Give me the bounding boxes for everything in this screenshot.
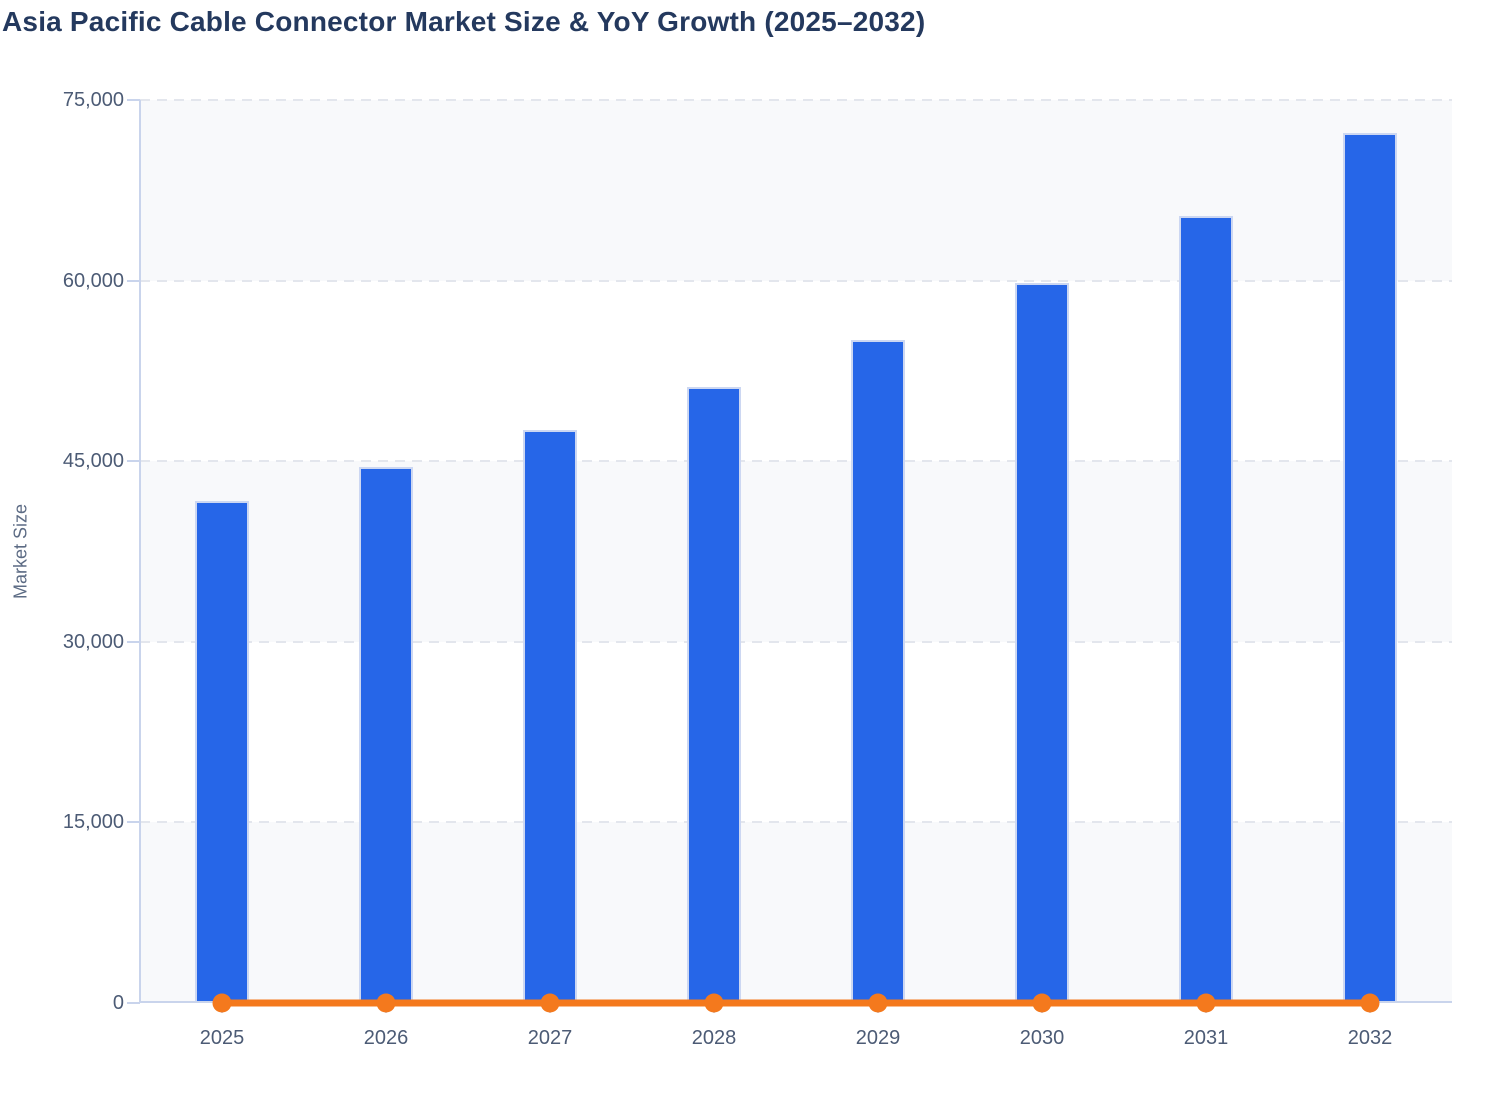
x-axis-label-2027: 2027 (527, 1027, 573, 1049)
gridline (140, 279, 1452, 282)
y-axis-tick (127, 460, 140, 463)
y-axis-tick-label: 0 (112, 992, 124, 1014)
y-axis-tick (127, 99, 140, 101)
plot-band (140, 100, 1452, 281)
plot-area: 0 15,000 30,000 45,000 60,000 75,000 2025 2026 2… (63, 89, 1452, 1049)
y-axis-tick-label: 75,000 (62, 89, 124, 111)
gridline (140, 821, 1452, 824)
plot-band (140, 461, 1452, 642)
bar-2027[interactable] (523, 429, 577, 1003)
yoy-point-2030[interactable] (1032, 993, 1052, 1013)
bar-2026[interactable] (359, 467, 413, 1003)
gridline (140, 640, 1452, 643)
y-axis-tick (127, 279, 140, 282)
x-axis-label-2030: 2030 (1019, 1027, 1065, 1049)
x-axis-label-2028: 2028 (691, 1027, 737, 1049)
y-axis-tick (127, 640, 140, 643)
x-axis-label-2029: 2029 (855, 1027, 901, 1049)
y-axis-tick-label: 15,000 (62, 811, 124, 834)
yoy-point-2026[interactable] (376, 993, 396, 1013)
bar-2028[interactable] (687, 386, 741, 1003)
chart-title: Asia Pacific Cable Connector Market Size… (2, 6, 926, 37)
y-axis-line (139, 100, 141, 1003)
y-axis-tick (127, 821, 140, 824)
gridline (140, 99, 1452, 101)
yoy-growth-line-layer (212, 993, 1380, 1013)
yoy-point-2032[interactable] (1360, 993, 1380, 1013)
x-axis-label-2031: 2031 (1183, 1027, 1229, 1049)
y-axis-tick (127, 1002, 140, 1004)
bar-2030[interactable] (1015, 283, 1069, 1003)
yoy-point-2027[interactable] (540, 993, 560, 1013)
yoy-point-2029[interactable] (868, 993, 888, 1013)
bar-2029[interactable] (851, 339, 905, 1003)
bar-2031[interactable] (1179, 215, 1233, 1003)
plot-band (140, 822, 1452, 1003)
x-axis-label-2032: 2032 (1347, 1027, 1393, 1049)
x-axis-label-2026: 2026 (363, 1027, 409, 1049)
gridline (140, 460, 1452, 463)
y-axis-tick-label: 60,000 (62, 269, 124, 292)
y-axis-tick-label: 45,000 (62, 450, 124, 473)
yoy-point-2031[interactable] (1196, 993, 1216, 1013)
x-axis-label-2025: 2025 (199, 1027, 245, 1049)
y-axis-tick-label: 30,000 (62, 630, 124, 653)
y-axis-title: Market Size (10, 503, 31, 600)
yoy-point-2028[interactable] (704, 993, 724, 1013)
yoy-point-2025[interactable] (212, 993, 232, 1013)
bar-2025[interactable] (195, 500, 249, 1003)
bar-2032[interactable] (1343, 132, 1397, 1003)
